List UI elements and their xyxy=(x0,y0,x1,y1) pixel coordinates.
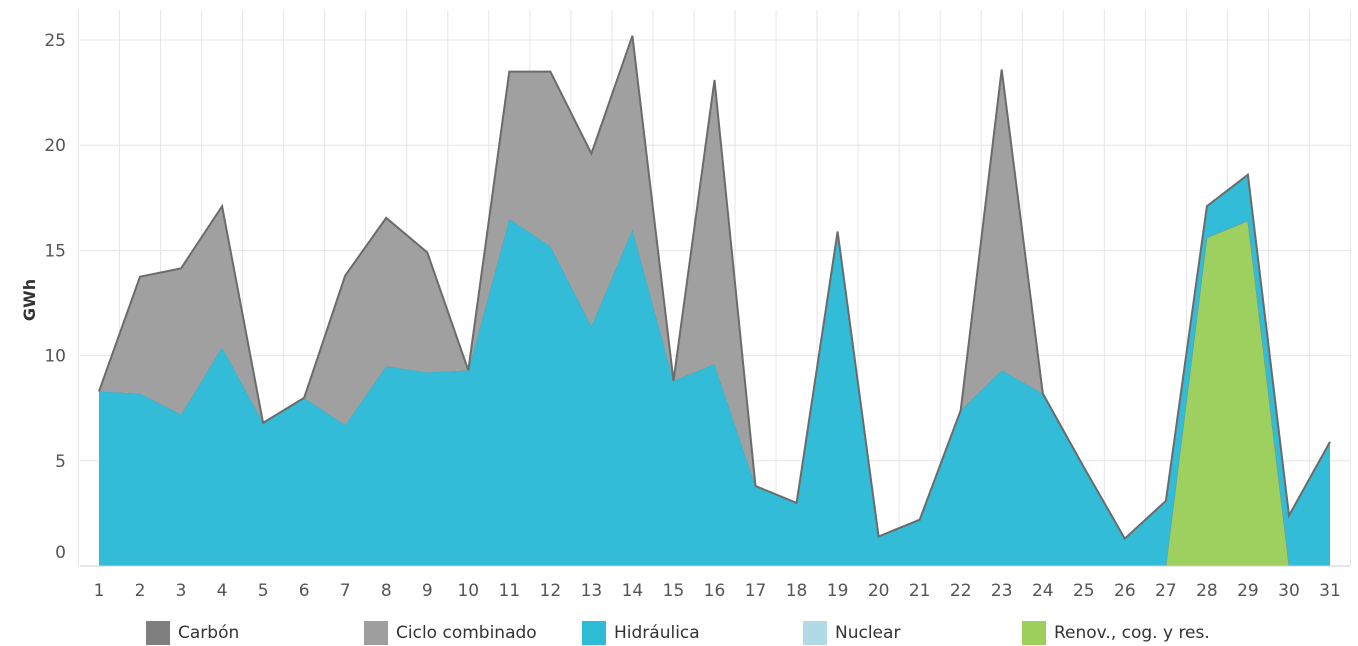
x-tick-label: 26 xyxy=(1114,581,1136,601)
legend-label: Carbón xyxy=(178,623,240,643)
x-tick-label: 4 xyxy=(217,581,228,601)
x-tick-label: 12 xyxy=(540,581,562,601)
y-tick-label: 25 xyxy=(44,31,66,51)
y-tick-label: 15 xyxy=(44,241,66,261)
total-outline xyxy=(98,35,1331,541)
legend: Carbón Ciclo combinado Hidráulica Nuclear Re… xyxy=(0,618,1358,646)
x-tick-label: 16 xyxy=(704,581,726,601)
x-tick-label: 29 xyxy=(1237,581,1259,601)
x-tick-label: 30 xyxy=(1278,581,1300,601)
legend-label: Hidráulica xyxy=(614,623,700,643)
y-tick-label: 20 xyxy=(44,136,66,156)
x-tick-label: 10 xyxy=(457,581,479,601)
legend-label: Renov., cog. y res. xyxy=(1054,623,1210,643)
legend-item-hidraulica[interactable]: Hidráulica xyxy=(582,621,700,645)
x-tick-label: 5 xyxy=(258,581,269,601)
x-tick-label: 13 xyxy=(581,581,603,601)
x-tick-label: 21 xyxy=(909,581,931,601)
legend-item-carbon[interactable]: Carbón xyxy=(146,621,240,645)
x-tick-label: 6 xyxy=(299,581,310,601)
x-tick-label: 15 xyxy=(663,581,685,601)
legend-swatch xyxy=(803,621,827,645)
legend-item-nuclear[interactable]: Nuclear xyxy=(803,621,901,645)
x-tick-label: 25 xyxy=(1073,581,1095,601)
x-tick-label: 27 xyxy=(1155,581,1177,601)
y-axis-label: GWh xyxy=(20,279,39,321)
x-tick-label: 28 xyxy=(1196,581,1218,601)
x-tick-label: 8 xyxy=(381,581,392,601)
area-hidraulica xyxy=(99,174,1330,566)
x-tick-label: 14 xyxy=(622,581,644,601)
x-tick-label: 23 xyxy=(991,581,1013,601)
x-tick-label: 9 xyxy=(422,581,433,601)
x-tick-label: 1 xyxy=(94,581,105,601)
y-tick-label: 10 xyxy=(44,347,66,367)
legend-swatch xyxy=(364,621,388,645)
x-tick-label: 3 xyxy=(176,581,187,601)
x-tick-label: 22 xyxy=(950,581,972,601)
y-tick-label: 5 xyxy=(55,452,66,472)
legend-swatch xyxy=(582,621,606,645)
legend-item-ciclo-combinado[interactable]: Ciclo combinado xyxy=(364,621,537,645)
x-tick-label: 17 xyxy=(745,581,767,601)
y-tick-label: 0 xyxy=(55,543,66,563)
x-tick-label: 31 xyxy=(1319,581,1341,601)
x-tick-label: 20 xyxy=(868,581,890,601)
area-renov-cog-y-res xyxy=(99,220,1330,566)
legend-swatch xyxy=(1022,621,1046,645)
x-tick-label: 7 xyxy=(340,581,351,601)
legend-label: Ciclo combinado xyxy=(396,623,537,643)
legend-swatch xyxy=(146,621,170,645)
legend-label: Nuclear xyxy=(835,623,901,643)
x-tick-label: 11 xyxy=(499,581,521,601)
x-tick-label: 24 xyxy=(1032,581,1054,601)
x-tick-label: 18 xyxy=(786,581,808,601)
x-tick-label: 2 xyxy=(135,581,146,601)
area-ciclo-combinado xyxy=(99,35,1330,539)
legend-item-renovables[interactable]: Renov., cog. y res. xyxy=(1022,621,1210,645)
x-tick-label: 19 xyxy=(827,581,849,601)
